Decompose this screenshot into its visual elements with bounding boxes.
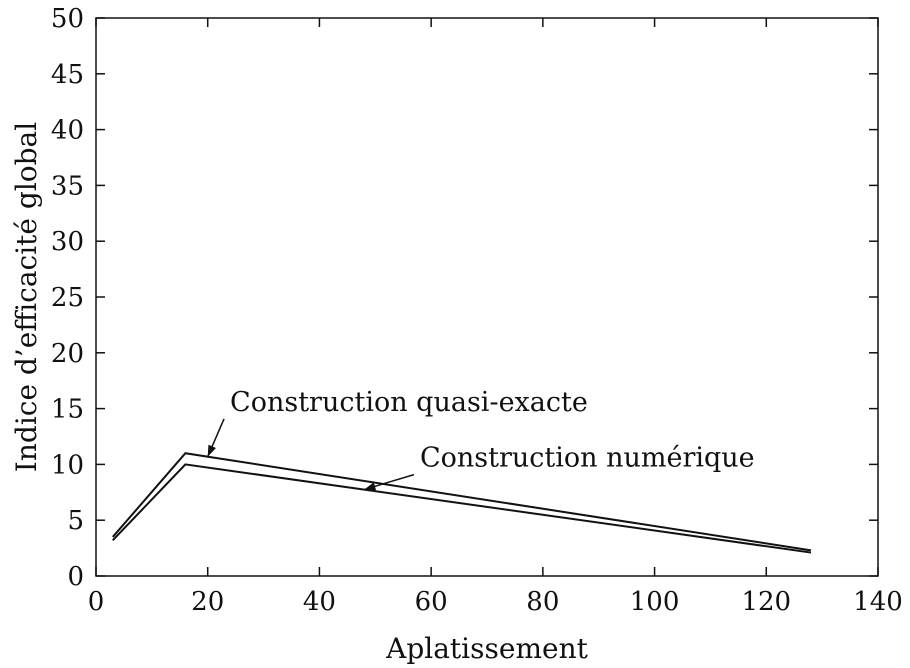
x-tick-label: 20 — [191, 587, 224, 617]
annotation-label: Construction numérique — [420, 443, 755, 474]
x-tick-label: 0 — [88, 587, 105, 617]
y-tick-label: 25 — [51, 283, 84, 313]
y-tick-label: 40 — [51, 116, 84, 146]
y-tick-label: 45 — [51, 60, 84, 90]
ticks-layer: 0 20 40 60 80 100 120 140 0 5 10 15 20 25 30 35 40 45 50 — [51, 4, 903, 617]
y-tick-label: 5 — [67, 506, 84, 536]
plot-frame — [95, 17, 879, 577]
y-tick-label: 10 — [51, 450, 84, 480]
x-tick-label: 140 — [853, 587, 903, 617]
y-axis-label: Indice d’efficacité global — [10, 122, 43, 472]
annotation-arrowhead — [207, 444, 216, 457]
y-tick-label: 0 — [67, 562, 84, 592]
x-tick-label: 60 — [415, 587, 448, 617]
annotation-layer: Construction quasi-exacte Construction nu… — [207, 387, 755, 491]
series-line-2 — [112, 463, 812, 554]
x-tick-label: 40 — [303, 587, 336, 617]
annotation-label: Construction quasi-exacte — [230, 387, 588, 418]
annotation-arrowhead — [364, 482, 377, 491]
x-tick-label: 120 — [741, 587, 791, 617]
x-tick-label: 100 — [630, 587, 680, 617]
y-tick-label: 20 — [51, 339, 84, 369]
series-line-1 — [112, 452, 812, 552]
y-tick-label: 30 — [51, 227, 84, 257]
series-layer — [112, 452, 812, 554]
y-tick-label: 35 — [51, 171, 84, 201]
x-tick-label: 80 — [526, 587, 559, 617]
y-tick-label: 50 — [51, 4, 84, 34]
x-axis-label: Aplatissement — [385, 632, 588, 665]
y-tick-label: 15 — [51, 395, 84, 425]
